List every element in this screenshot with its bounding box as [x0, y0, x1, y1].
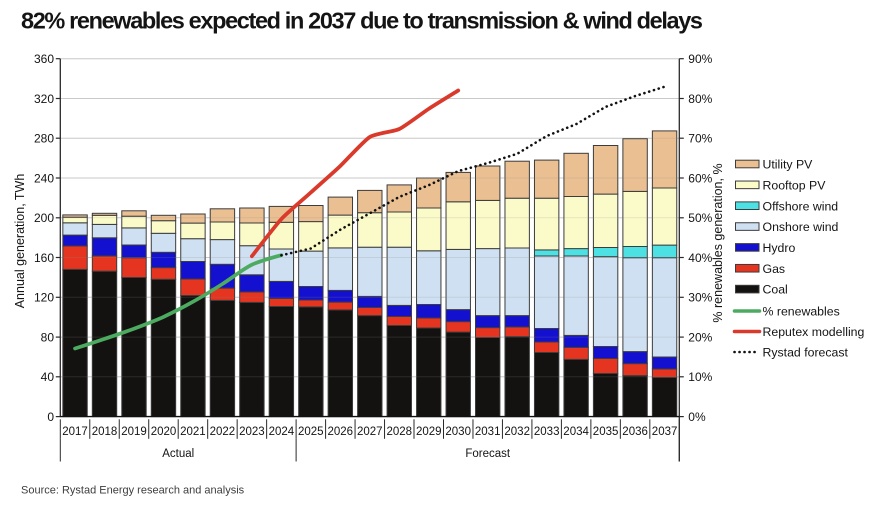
svg-text:2028: 2028 — [387, 426, 413, 438]
svg-text:80%: 80% — [688, 92, 712, 106]
svg-text:40: 40 — [41, 370, 55, 384]
svg-text:Forecast: Forecast — [465, 448, 511, 460]
svg-text:2031: 2031 — [475, 426, 501, 438]
svg-text:2032: 2032 — [504, 426, 530, 438]
svg-text:60%: 60% — [688, 171, 712, 185]
svg-text:2019: 2019 — [121, 426, 147, 438]
svg-text:% renewables generation, %: % renewables generation, % — [711, 163, 725, 322]
svg-text:20%: 20% — [688, 330, 712, 344]
svg-text:160: 160 — [34, 251, 54, 265]
svg-text:0%: 0% — [688, 410, 706, 424]
svg-text:Hydro: Hydro — [763, 241, 796, 255]
svg-text:2025: 2025 — [298, 426, 324, 438]
svg-text:240: 240 — [34, 171, 54, 185]
svg-text:360: 360 — [34, 52, 54, 66]
svg-text:2022: 2022 — [210, 426, 236, 438]
svg-text:82% renewables expected in 203: 82% renewables expected in 2037 due to t… — [21, 8, 703, 34]
svg-text:2026: 2026 — [328, 426, 354, 438]
svg-text:Source: Rystad Energy research: Source: Rystad Energy research and analy… — [21, 485, 245, 497]
svg-text:30%: 30% — [688, 291, 712, 305]
svg-text:2035: 2035 — [593, 426, 619, 438]
svg-text:2023: 2023 — [239, 426, 265, 438]
svg-text:Rystad forecast: Rystad forecast — [763, 346, 849, 360]
svg-text:2018: 2018 — [92, 426, 118, 438]
svg-text:2027: 2027 — [357, 426, 383, 438]
svg-text:320: 320 — [34, 92, 54, 106]
svg-text:2021: 2021 — [180, 426, 206, 438]
svg-text:280: 280 — [34, 132, 54, 146]
svg-text:0: 0 — [47, 410, 54, 424]
svg-text:2029: 2029 — [416, 426, 442, 438]
svg-text:Reputex modelling: Reputex modelling — [763, 325, 865, 339]
svg-text:Onshore wind: Onshore wind — [763, 220, 839, 234]
svg-text:2020: 2020 — [151, 426, 177, 438]
svg-text:2037: 2037 — [652, 426, 678, 438]
svg-text:120: 120 — [34, 291, 54, 305]
svg-text:10%: 10% — [688, 370, 712, 384]
svg-text:90%: 90% — [688, 52, 712, 66]
svg-text:Annual generation, TWh: Annual generation, TWh — [13, 174, 27, 309]
svg-text:Actual: Actual — [162, 448, 194, 460]
svg-text:2024: 2024 — [269, 426, 295, 438]
svg-text:2036: 2036 — [622, 426, 648, 438]
svg-text:Gas: Gas — [763, 262, 786, 276]
svg-text:200: 200 — [34, 211, 54, 225]
svg-text:50%: 50% — [688, 211, 712, 225]
svg-text:Offshore wind: Offshore wind — [763, 199, 839, 213]
svg-text:Rooftop PV: Rooftop PV — [763, 178, 827, 192]
svg-text:% renewables: % renewables — [763, 305, 840, 319]
svg-text:40%: 40% — [688, 251, 712, 265]
svg-text:2034: 2034 — [563, 426, 589, 438]
svg-text:80: 80 — [41, 330, 55, 344]
svg-text:2030: 2030 — [445, 426, 471, 438]
svg-text:Coal: Coal — [763, 283, 788, 297]
svg-text:70%: 70% — [688, 132, 712, 146]
svg-text:Utility PV: Utility PV — [763, 158, 814, 172]
svg-text:2017: 2017 — [62, 426, 88, 438]
svg-text:2033: 2033 — [534, 426, 560, 438]
